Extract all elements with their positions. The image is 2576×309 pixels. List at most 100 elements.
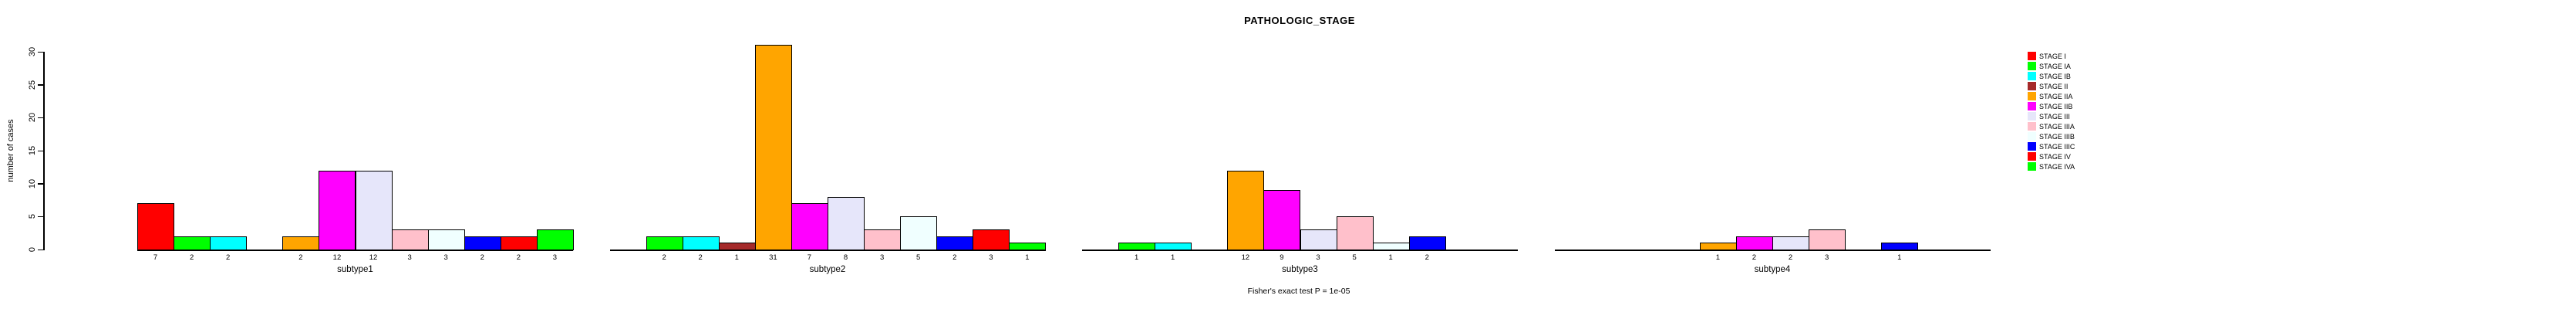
group-label-subtype4: subtype4 (1754, 265, 1791, 274)
bar-subtype1-stage-iia (282, 236, 320, 250)
bar-subtype2-stage-iiia (864, 229, 902, 250)
bar-value-label: 12 (369, 253, 378, 262)
bar-subtype3-stage-iiic (1408, 236, 1446, 250)
bar-subtype4-stage-iia (1699, 243, 1737, 250)
y-tick-mark (38, 84, 43, 86)
bar-subtype1-stage-iv (500, 236, 538, 250)
bar-value-label: 2 (953, 253, 957, 262)
bar-value-label: 1 (1897, 253, 1902, 262)
legend-row: STAGE I (2028, 52, 2120, 62)
bar-subtype2-stage-iiic (936, 236, 974, 250)
bar-value-label: 1 (1388, 253, 1393, 262)
legend-label: STAGE IIB (2039, 102, 2073, 110)
bar-subtype4-stage-iiic (1881, 243, 1919, 250)
legend-label: STAGE II (2039, 82, 2069, 90)
annotation-text: Fisher's exact test P = 1e-05 (1247, 287, 1350, 296)
legend-swatch-icon (2028, 112, 2036, 121)
bar-value-label: 7 (153, 253, 158, 262)
bar-value-label: 3 (879, 253, 885, 262)
bar-subtype2-stage-iv (973, 229, 1010, 250)
y-tick-mark (38, 150, 43, 151)
legend-swatch-icon (2028, 102, 2036, 110)
y-axis-label: number of cases (6, 119, 15, 182)
bar-value-label: 3 (443, 253, 448, 262)
legend-row: STAGE III (2028, 112, 2120, 122)
legend-label: STAGE IIIC (2039, 142, 2075, 151)
y-tick-mark (38, 51, 43, 53)
legend-label: STAGE IIA (2039, 92, 2073, 100)
bar-subtype2-stage-iii (828, 196, 865, 250)
bar-subtype1-stage-i (137, 203, 175, 250)
bar-subtype2-stage-ii (718, 243, 756, 250)
y-tick-label: 15 (28, 145, 37, 156)
legend-swatch-icon (2028, 162, 2036, 171)
legend-row: STAGE IV (2028, 152, 2120, 162)
bar-value-label: 2 (189, 253, 194, 262)
bar-value-label: 3 (552, 253, 558, 262)
y-axis (43, 52, 45, 250)
legend-label: STAGE III (2039, 112, 2070, 121)
legend-swatch-icon (2028, 82, 2036, 90)
bar-value-label: 2 (662, 253, 666, 262)
bar-value-label: 1 (1134, 253, 1139, 262)
bar-value-label: 3 (1824, 253, 1829, 262)
y-tick-mark (38, 183, 43, 185)
bar-subtype3-stage-iiib (1372, 243, 1410, 250)
bar-value-label: 3 (1316, 253, 1320, 262)
legend-swatch-icon (2028, 132, 2036, 141)
bar-subtype2-stage-ia (646, 236, 683, 250)
legend-row: STAGE IA (2028, 62, 2120, 72)
legend-row: STAGE II (2028, 82, 2120, 92)
legend-label: STAGE IVA (2039, 162, 2075, 171)
y-tick-mark (38, 117, 43, 119)
bar-value-label: 12 (1241, 253, 1250, 262)
bar-value-label: 5 (916, 253, 921, 262)
bar-value-label: 5 (1352, 253, 1357, 262)
legend-label: STAGE I (2039, 52, 2066, 60)
y-tick-label: 0 (28, 246, 37, 253)
bar-value-label: 2 (298, 253, 303, 262)
bar-value-label: 2 (1752, 253, 1757, 262)
bar-value-label: 2 (1788, 253, 1793, 262)
legend-swatch-icon (2028, 122, 2036, 131)
bar-subtype3-stage-iib (1263, 190, 1301, 250)
group-label-subtype2: subtype2 (809, 265, 846, 274)
legend-label: STAGE IV (2039, 152, 2071, 161)
bar-subtype1-stage-ia (174, 236, 211, 250)
group-label-subtype3: subtype3 (1282, 265, 1318, 274)
bar-subtype2-stage-iva (1009, 243, 1047, 250)
legend-row: STAGE IIA (2028, 92, 2120, 102)
bar-subtype1-stage-ib (210, 236, 248, 250)
legend-swatch-icon (2028, 62, 2036, 70)
legend-row: STAGE IIIB (2028, 132, 2120, 142)
bar-value-label: 3 (989, 253, 993, 262)
bar-value-label: 2 (516, 253, 521, 262)
bar-subtype2-stage-ib (682, 236, 720, 250)
bar-subtype2-stage-iib (791, 203, 828, 250)
chart-title: PATHOLOGIC_STAGE (1244, 15, 1355, 26)
bar-subtype1-stage-iiib (427, 229, 465, 250)
legend-swatch-icon (2028, 92, 2036, 100)
bar-subtype1-stage-iii (355, 170, 393, 250)
legend-row: STAGE IIB (2028, 102, 2120, 112)
bar-subtype1-stage-iiic (464, 236, 501, 250)
bar-subtype2-stage-iia (754, 45, 792, 250)
legend-swatch-icon (2028, 52, 2036, 60)
bar-value-label: 7 (807, 253, 812, 262)
y-tick-mark (38, 249, 43, 250)
legend-swatch-icon (2028, 152, 2036, 161)
legend-label: STAGE IIIB (2039, 132, 2075, 141)
y-tick-label: 20 (28, 113, 37, 123)
bar-subtype4-stage-iib (1735, 236, 1773, 250)
bar-value-label: 1 (1171, 253, 1175, 262)
y-tick-mark (38, 216, 43, 218)
bar-value-label: 12 (332, 253, 342, 262)
legend-swatch-icon (2028, 72, 2036, 80)
bar-subtype1-stage-iva (536, 229, 574, 250)
bar-subtype3-stage-ib (1155, 243, 1192, 250)
bar-subtype3-stage-iii (1300, 229, 1337, 250)
legend-label: STAGE IA (2039, 62, 2071, 70)
bar-value-label: 2 (698, 253, 703, 262)
bar-subtype1-stage-iiia (391, 229, 429, 250)
y-tick-label: 25 (28, 80, 37, 90)
